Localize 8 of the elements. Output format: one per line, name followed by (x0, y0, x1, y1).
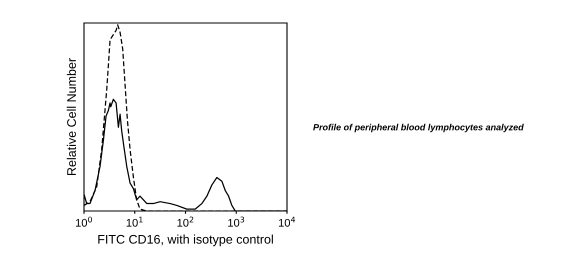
x-tick-label: 10$^{3}$ (228, 216, 244, 227)
x-tick-label: 10$^{0}$ (76, 216, 92, 227)
text: Profile of peripheral blood lymphocytes analyzed (313, 124, 524, 132)
x-tick-label: 10$^{2}$ (177, 216, 194, 227)
x-axis-title: FITC CD16, with isotype control (98, 234, 273, 246)
y-axis-title: Relative Cell Number (66, 58, 76, 176)
x-tick-label: 10$^{4}$ (278, 216, 296, 227)
x-tick-label: 10$^{1}$ (126, 216, 143, 227)
